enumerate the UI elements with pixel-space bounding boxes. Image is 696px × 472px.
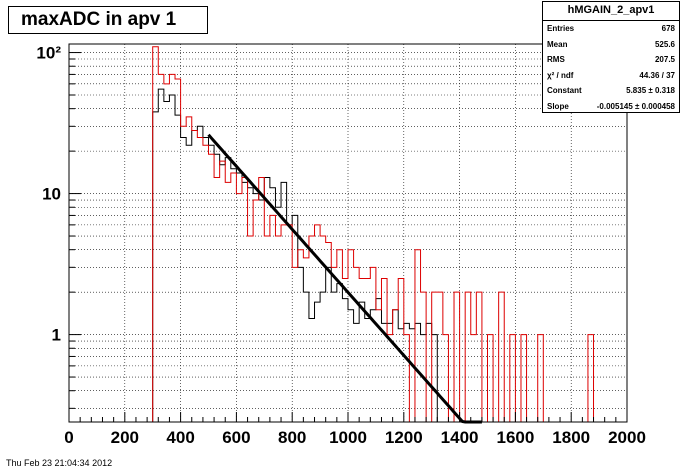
x-tick-label: 1200	[385, 428, 423, 447]
timestamp-footer: Thu Feb 23 21:04:34 2012	[6, 458, 113, 468]
x-tick-label: 600	[222, 428, 250, 447]
grid	[68, 44, 628, 422]
stats-label: RMS	[547, 55, 565, 64]
fit-curve	[207, 133, 482, 424]
stats-value: -0.005145 ± 0.000458	[596, 101, 675, 111]
x-tick-label: 1000	[329, 428, 367, 447]
plot-title: maxADC in apv 1	[8, 6, 208, 34]
stats-value: 44.36 / 37	[639, 70, 675, 80]
stats-label: Entries	[547, 24, 575, 33]
stats-row-rms: RMS 207.5	[543, 52, 679, 68]
stats-row-entries: Entries 678	[543, 21, 679, 37]
stats-row-chi2: χ² / ndf 44.36 / 37	[543, 68, 679, 84]
stats-label: Mean	[547, 39, 568, 49]
stats-row-slope: Slope -0.005145 ± 0.000458	[543, 99, 679, 115]
plot-title-text: maxADC in apv 1	[21, 9, 177, 30]
stats-box: hMGAIN_2_apv1 Entries 678 Mean 525.6 RMS…	[542, 1, 680, 113]
x-tick-label: 1400	[441, 428, 479, 447]
stats-label: Constant	[547, 86, 582, 95]
x-tick-label: 1800	[552, 428, 590, 447]
stats-label: Slope	[547, 101, 569, 111]
x-tick-label: 2000	[608, 428, 646, 447]
y-tick-label: 10	[42, 185, 61, 204]
fit-layer	[207, 133, 482, 424]
stats-value: 525.6	[654, 39, 675, 49]
stats-row-constant: Constant 5.835 ± 0.318	[543, 83, 679, 99]
x-tick-label: 800	[278, 428, 306, 447]
y-tick-label: 1	[52, 326, 61, 345]
stats-value: 678	[661, 24, 675, 33]
stats-value: 5.835 ± 0.318	[626, 86, 675, 95]
x-tick-label: 200	[111, 428, 139, 447]
stats-row-mean: Mean 525.6	[543, 37, 679, 53]
x-tick-label: 0	[64, 428, 73, 447]
y-tick-label: 10²	[36, 44, 61, 63]
stats-title: hMGAIN_2_apv1	[543, 2, 679, 21]
stats-value: 207.5	[654, 55, 675, 64]
axes: 0 200 400 600 800 1000 1200 1400 1600 1800 2000 1 10…	[36, 44, 645, 447]
x-tick-label: 1600	[496, 428, 534, 447]
histogram-series-0	[152, 88, 438, 422]
x-tick-label: 400	[166, 428, 194, 447]
stats-label: χ² / ndf	[547, 70, 574, 80]
